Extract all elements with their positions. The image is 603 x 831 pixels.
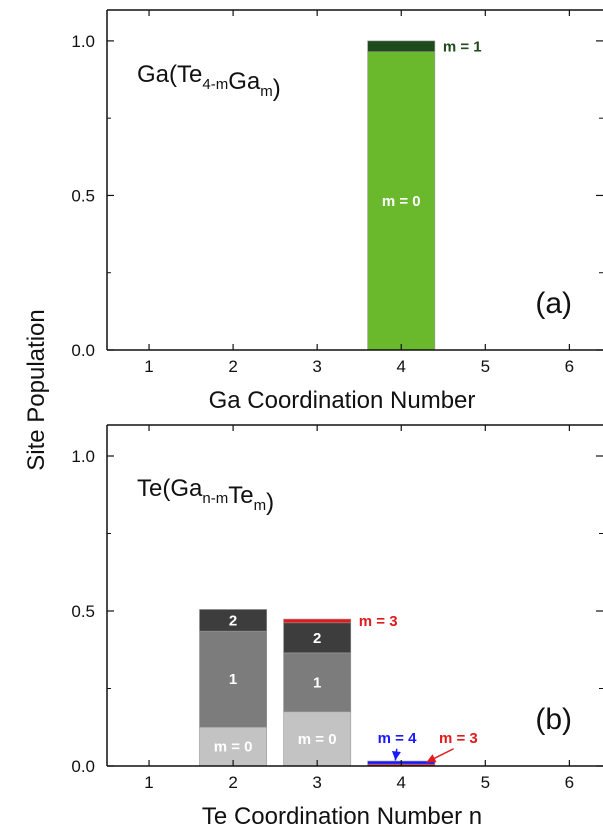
title-part: ) bbox=[266, 489, 274, 516]
x-tick-label: 3 bbox=[312, 773, 321, 792]
segment-label: m = 0 bbox=[214, 739, 253, 756]
y-tick-label: 1.0 bbox=[71, 32, 95, 51]
title-part: Te(Ga bbox=[137, 475, 203, 502]
x-tick-label: 5 bbox=[481, 773, 490, 792]
segment-label: 1 bbox=[313, 674, 321, 691]
panel-title: Te(Gan-mTem) bbox=[137, 475, 274, 516]
y-axis-label: Site Population bbox=[23, 309, 50, 470]
panel-letter: (b) bbox=[535, 703, 572, 736]
x-tick-label: 6 bbox=[565, 357, 574, 376]
annotation-label: m = 4 bbox=[378, 730, 417, 747]
x-tick-label: 6 bbox=[565, 773, 574, 792]
x-tick-label: 1 bbox=[144, 773, 153, 792]
x-axis-label: Te Coordination Number n bbox=[202, 803, 482, 830]
bar-segment bbox=[283, 618, 352, 624]
annotation-arrow-head bbox=[426, 754, 437, 763]
title-part: ) bbox=[273, 75, 281, 102]
title-part: Ga(Te bbox=[137, 61, 202, 88]
segment-side-label: m = 1 bbox=[443, 38, 482, 55]
panel-title: Ga(Te4-mGam) bbox=[137, 61, 281, 102]
x-tick-label: 3 bbox=[312, 357, 321, 376]
bar-segment bbox=[283, 652, 352, 713]
title-subscript: n-m bbox=[202, 490, 228, 507]
panel-a: m = 0 m = 1 1 2 3 4 5 6 0.0 0.5 1.0 Ga Coordination… bbox=[71, 9, 603, 414]
title-part: Ga bbox=[228, 68, 261, 95]
y-tick-label: 0.5 bbox=[71, 602, 95, 621]
annotation-label: m = 3 bbox=[439, 730, 478, 747]
title-subscript: m bbox=[260, 83, 273, 100]
x-tick-label: 5 bbox=[481, 357, 490, 376]
segment-label: m = 0 bbox=[298, 731, 337, 748]
x-tick-label: 2 bbox=[228, 357, 237, 376]
x-tick-label: 4 bbox=[397, 357, 406, 376]
bar-segment bbox=[283, 622, 352, 654]
annotation-arrow-head bbox=[391, 750, 401, 761]
x-tick-label: 1 bbox=[144, 357, 153, 376]
title-subscript: 4-m bbox=[202, 76, 228, 93]
segment-label: 1 bbox=[229, 671, 237, 688]
title-subscript: m bbox=[254, 497, 267, 514]
panel-b: m = 0 1 2 m = 0 1 2 m = 3 m = 4 m = 3 1 2 3 4 5 6 0.0 0.… bbox=[71, 424, 603, 830]
x-tick-label: 4 bbox=[397, 773, 406, 792]
title-part: Te bbox=[228, 482, 253, 509]
segment-label: m = 0 bbox=[382, 193, 421, 210]
segment-side-label: m = 3 bbox=[359, 613, 398, 630]
bar-segment bbox=[199, 630, 268, 728]
y-tick-label: 0.0 bbox=[71, 757, 95, 776]
panel-letter: (a) bbox=[535, 287, 572, 320]
segment-label: 2 bbox=[229, 612, 237, 629]
segment-label: 2 bbox=[313, 630, 321, 647]
y-tick-label: 0.5 bbox=[71, 186, 95, 205]
bar-segment bbox=[367, 51, 436, 351]
x-tick-label: 2 bbox=[228, 773, 237, 792]
y-tick-label: 1.0 bbox=[71, 447, 95, 466]
y-tick-label: 0.0 bbox=[71, 341, 95, 360]
x-axis-label: Ga Coordination Number bbox=[209, 387, 476, 414]
bar-segment bbox=[199, 609, 268, 632]
bar-segment bbox=[367, 40, 436, 53]
